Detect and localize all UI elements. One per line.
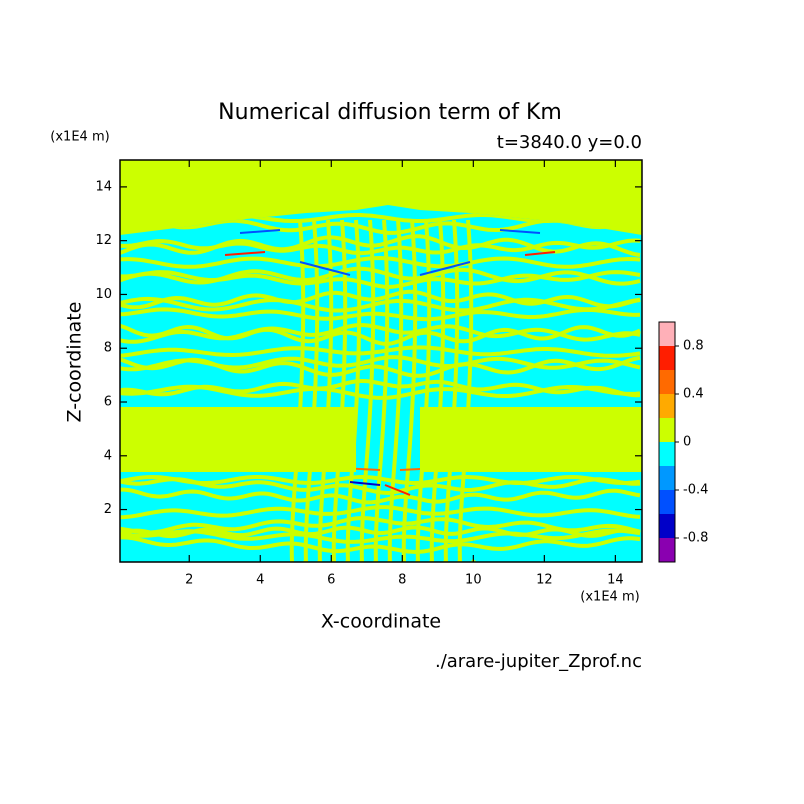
chart-title: Numerical diffusion term of Km xyxy=(218,100,562,125)
field-stripe xyxy=(120,307,641,322)
colorbar-bin xyxy=(659,514,675,538)
colorbar-bin xyxy=(659,346,675,370)
y-tick-label: 10 xyxy=(95,287,112,302)
field-stripe xyxy=(120,296,641,313)
x-tick-label: 12 xyxy=(536,573,553,588)
colorbar-tick-label: 0.8 xyxy=(683,339,704,354)
field-streak xyxy=(384,484,411,496)
field-stripe xyxy=(120,528,641,544)
field-streak xyxy=(239,229,281,234)
field-stripe xyxy=(120,323,641,344)
colorbar-tick-label: -0.8 xyxy=(683,531,708,546)
source-label: ./arare-jupiter_Zprof.nc xyxy=(435,651,642,672)
field-stripe xyxy=(120,345,641,358)
colorbar-bin xyxy=(659,370,675,394)
colorbar-bin xyxy=(659,538,675,562)
field-stripe xyxy=(120,505,641,520)
colorbar-bin xyxy=(659,322,675,346)
y-tick-label: 14 xyxy=(95,179,112,194)
y-tick-label: 12 xyxy=(95,233,112,248)
contour-field xyxy=(120,160,642,562)
field-stripe xyxy=(120,384,641,400)
y-tick-label: 6 xyxy=(104,395,112,410)
x-tick-label: 6 xyxy=(327,573,335,588)
colorbar-tick-label: 0 xyxy=(683,435,691,450)
field-stripe xyxy=(120,255,641,269)
field-stripe xyxy=(120,323,641,346)
y-tick-label: 8 xyxy=(104,341,112,356)
field-streak xyxy=(419,261,471,276)
field-stripes xyxy=(120,212,641,562)
colorbar-bin xyxy=(659,394,675,418)
x-unit: (x1E4 m) xyxy=(580,590,639,605)
plot-frame xyxy=(119,159,643,563)
field-stripe xyxy=(120,355,641,378)
field-stripe xyxy=(120,487,641,505)
field-stripe xyxy=(120,238,641,256)
x-tick-label: 14 xyxy=(607,573,624,588)
field-stripe xyxy=(120,535,641,555)
x-tick-label: 2 xyxy=(185,573,193,588)
x-axis-label: X-coordinate xyxy=(321,611,441,633)
colorbar-bin xyxy=(659,418,675,442)
field-stripe xyxy=(373,219,392,562)
y-tick-label: 4 xyxy=(104,448,112,463)
colorbar-bin xyxy=(659,490,675,514)
field-streak xyxy=(224,251,266,256)
y-axis-label: Z-coordinate xyxy=(64,302,86,423)
x-tick-label: 8 xyxy=(398,573,406,588)
colorbar-bin xyxy=(659,466,675,490)
field-streak xyxy=(349,481,381,486)
colorbar-bin xyxy=(659,442,675,466)
field-stripe xyxy=(120,266,641,286)
y-tick-label: 2 xyxy=(104,502,112,517)
field-stripe xyxy=(120,270,641,290)
colorbar-tick-label: 0.4 xyxy=(683,387,704,402)
field-streak xyxy=(524,251,556,256)
colorbar-tick-label: -0.4 xyxy=(683,483,708,498)
field-streak xyxy=(299,261,351,276)
y-unit: (x1E4 m) xyxy=(50,130,109,145)
x-tick-label: 4 xyxy=(256,573,264,588)
field-stripe xyxy=(120,289,641,310)
field-stripe xyxy=(387,219,406,562)
field-streak xyxy=(499,229,541,234)
x-tick-label: 10 xyxy=(465,573,482,588)
chart-subtitle: t=3840.0 y=0.0 xyxy=(497,132,642,153)
field-stripe xyxy=(120,525,641,539)
